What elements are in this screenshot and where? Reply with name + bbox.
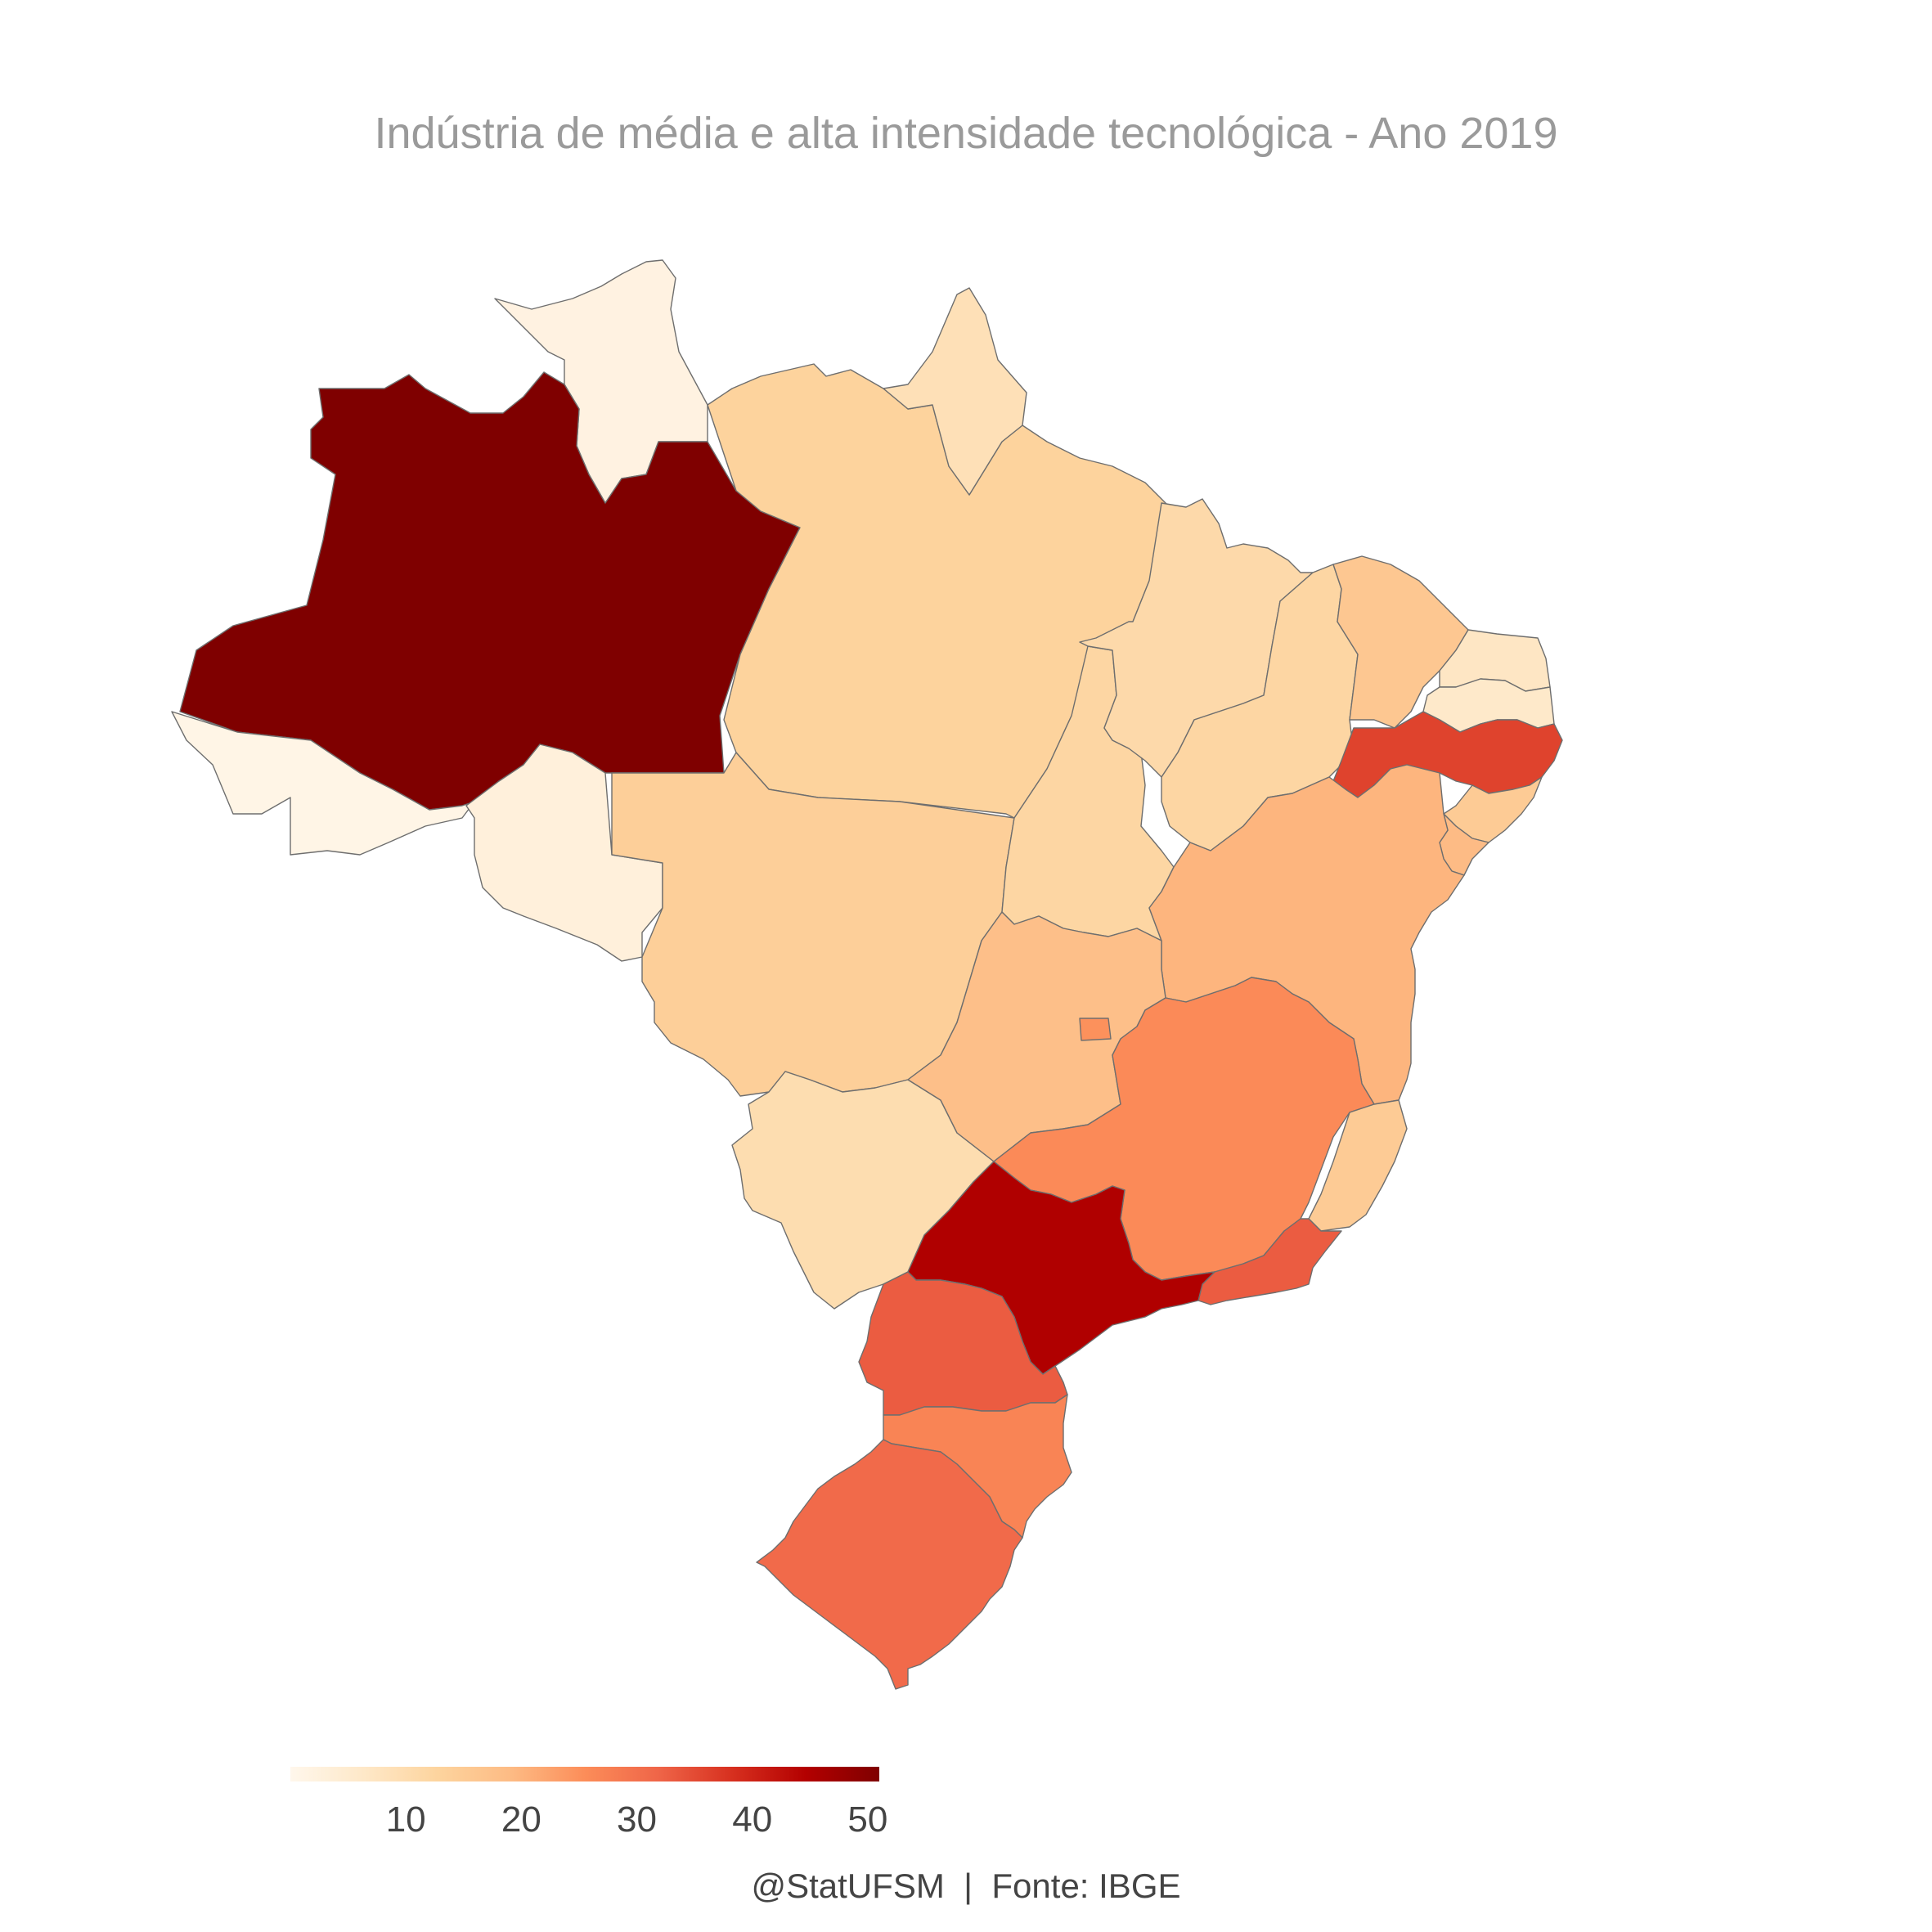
state-ce xyxy=(1332,555,1469,729)
state-ro xyxy=(465,744,663,962)
state-es xyxy=(1308,1099,1408,1232)
legend-tick-50: 50 xyxy=(847,1799,888,1840)
state-df xyxy=(1079,1018,1112,1041)
legend-color-bar xyxy=(290,1767,879,1781)
state-am xyxy=(179,371,801,811)
page-title: Indústria de média e alta intensidade te… xyxy=(374,109,1558,158)
caption: @StatUFSM | Fonte: IBGE xyxy=(751,1867,1181,1905)
legend-tick-40: 40 xyxy=(732,1799,773,1840)
legend-tick-20: 20 xyxy=(501,1799,541,1840)
state-pe xyxy=(1332,711,1563,798)
legend-tick-30: 30 xyxy=(617,1799,657,1840)
state-rs xyxy=(756,1439,1023,1690)
color-legend: 10 20 30 40 50 xyxy=(290,1767,887,1849)
state-ap xyxy=(883,287,1027,496)
legend-tick-10: 10 xyxy=(385,1799,426,1840)
state-ac xyxy=(171,711,475,856)
state-rj xyxy=(1197,1218,1342,1305)
